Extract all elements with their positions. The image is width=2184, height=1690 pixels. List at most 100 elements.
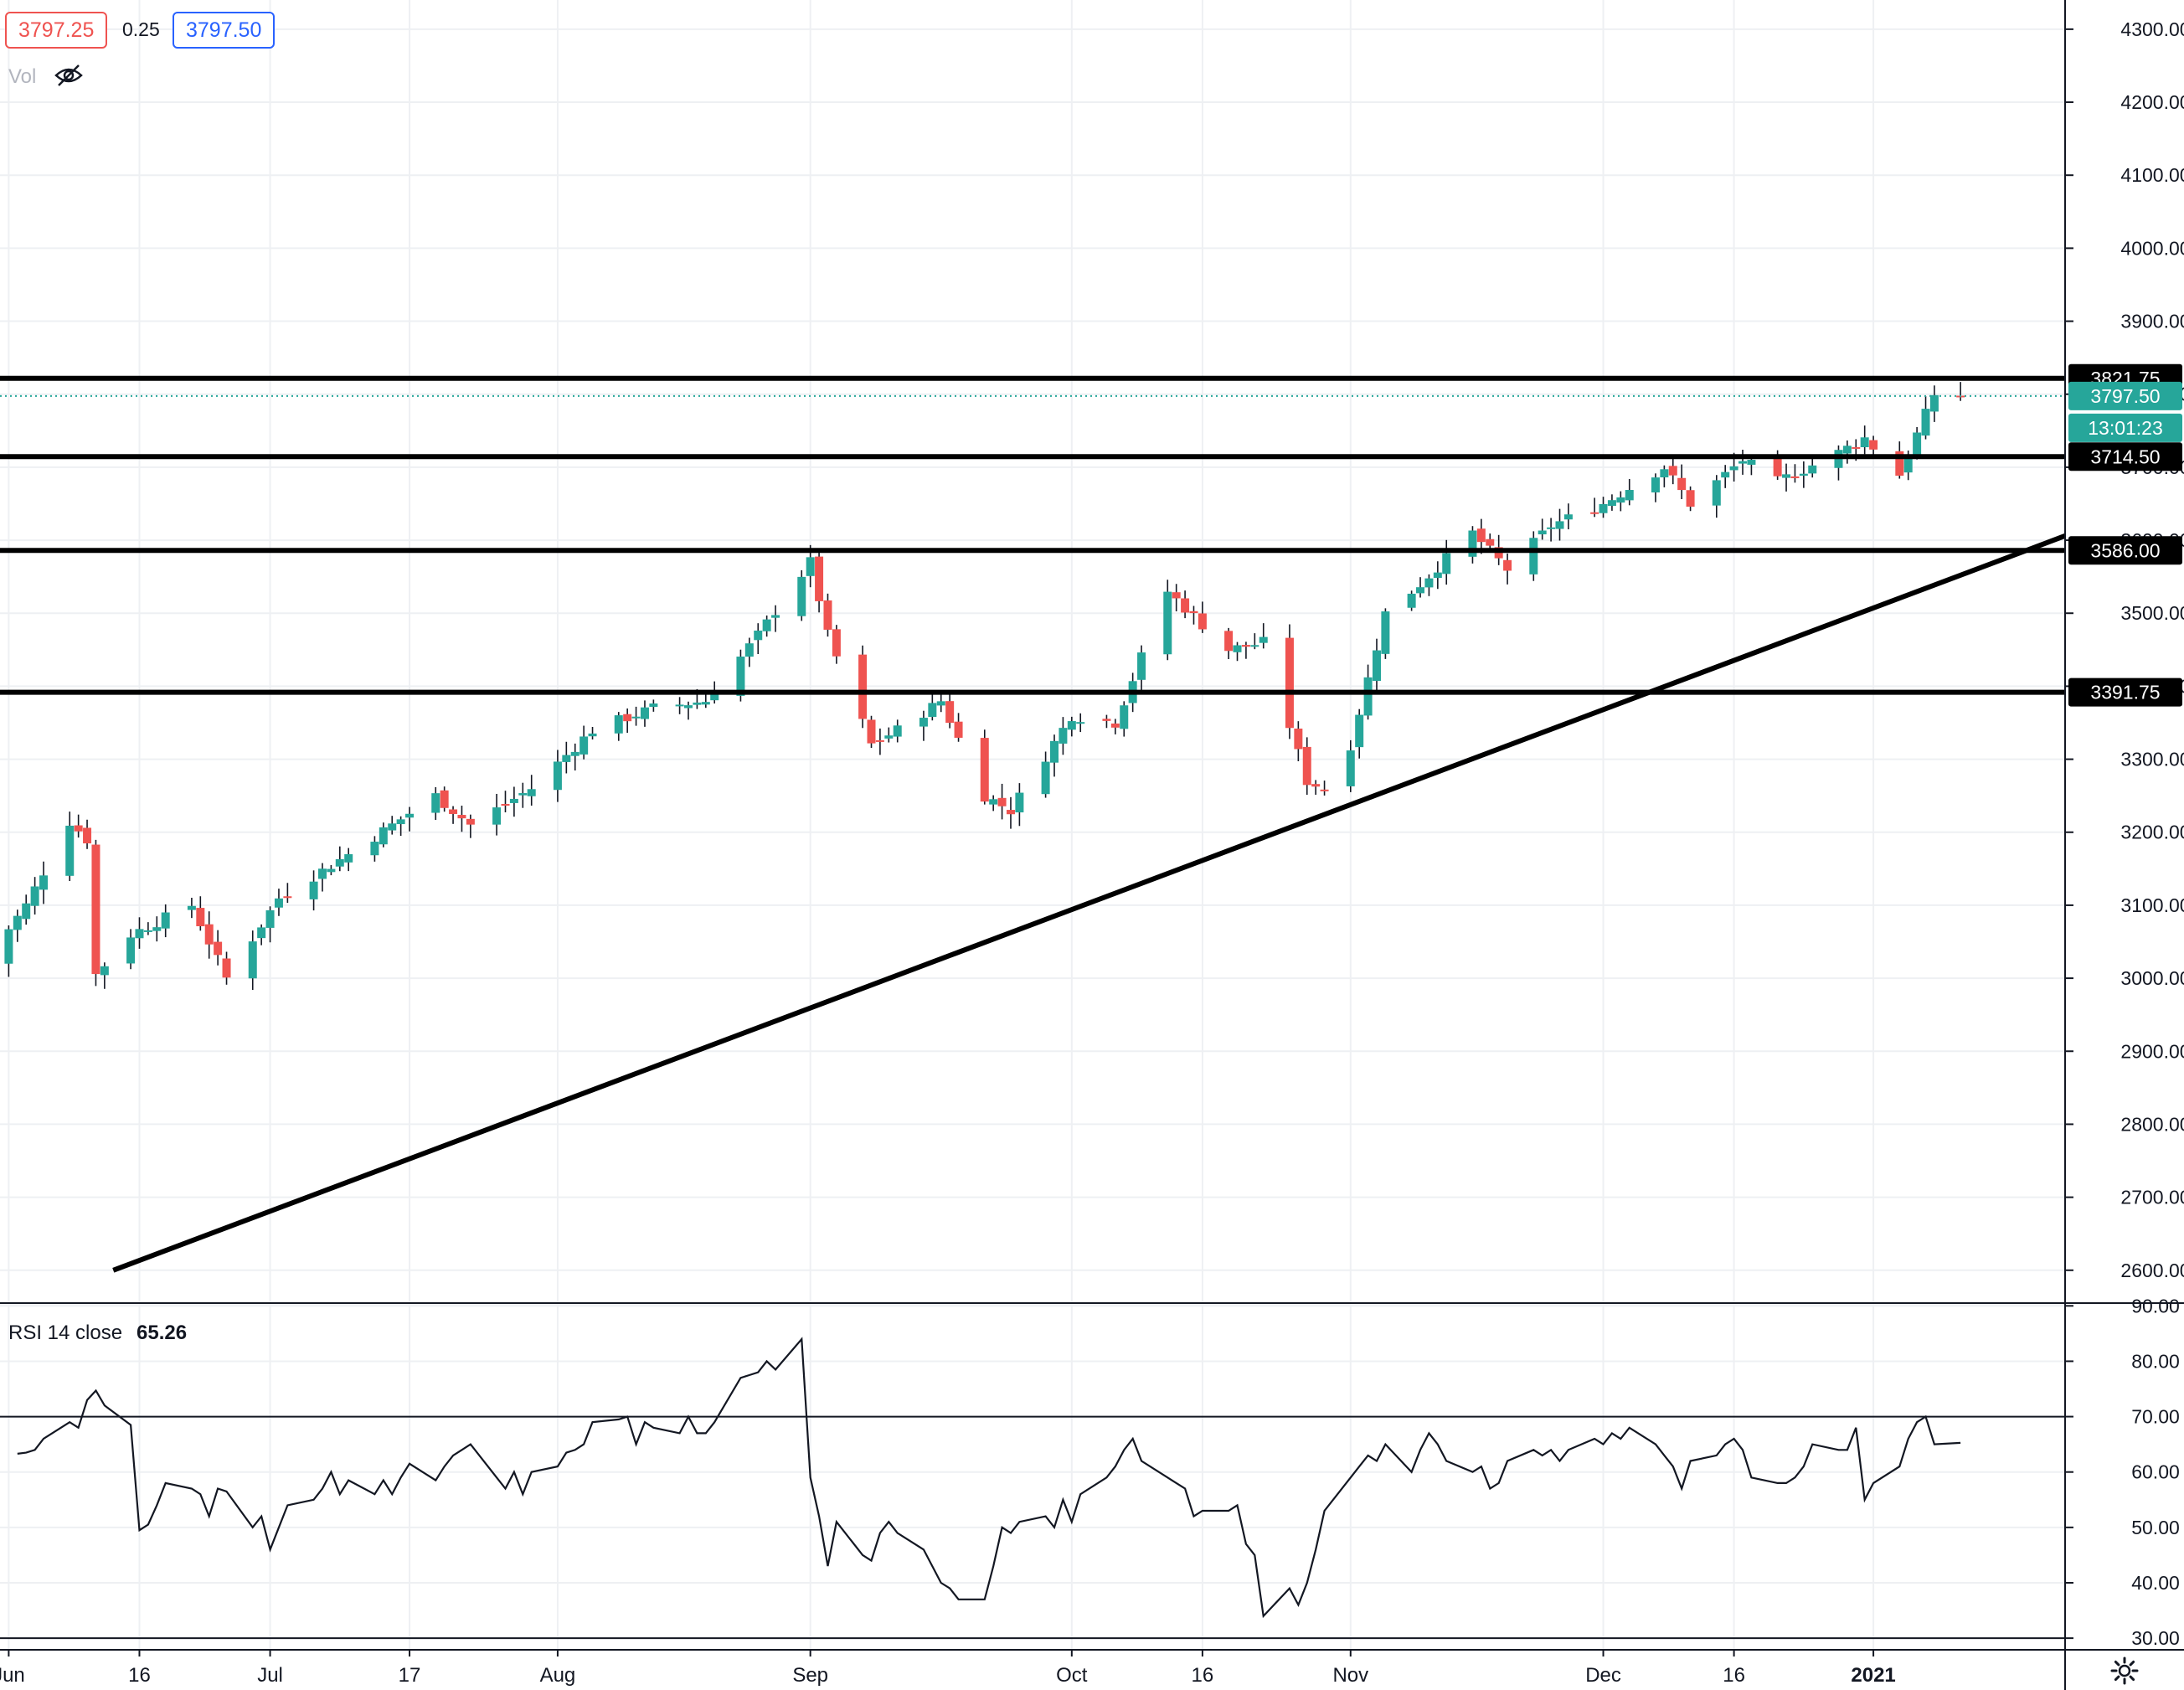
candle [1172, 584, 1181, 612]
y-tick-label: 4300.00 [2120, 18, 2184, 40]
candle [396, 816, 405, 837]
candle [1259, 623, 1268, 649]
candle [640, 700, 649, 727]
x-tick-label: Nov [1332, 1664, 1368, 1687]
candle [1782, 463, 1791, 492]
candle [701, 694, 710, 708]
candle [684, 701, 693, 720]
candle [1050, 734, 1059, 777]
eye-off-icon[interactable] [54, 64, 84, 87]
candle [248, 930, 257, 991]
candle [265, 906, 275, 943]
candle [1555, 508, 1564, 541]
candle [1712, 475, 1721, 518]
level-price-tag: 3391.75 [2068, 678, 2182, 707]
y-tick-label: 3300.00 [2120, 749, 2184, 770]
rsi-indicator-label[interactable]: RSI 14 close [8, 1322, 123, 1344]
candle [100, 962, 109, 989]
candle [4, 925, 13, 977]
candle [39, 861, 49, 904]
ask-price-badge[interactable]: 3797.50 [173, 12, 276, 49]
candle [1110, 719, 1120, 734]
candle [74, 814, 83, 838]
x-tick-label: 16 [128, 1664, 151, 1687]
candle [1320, 781, 1329, 796]
y-tick-label: 3000.00 [2120, 967, 2184, 989]
candle [1834, 445, 1843, 481]
svg-text:3797.50: 3797.50 [2090, 385, 2160, 407]
candle [1059, 717, 1068, 755]
candle [1721, 465, 1730, 488]
candle [22, 894, 31, 925]
svg-text:13:01:23: 13:01:23 [2088, 417, 2163, 439]
candle [143, 922, 152, 935]
candle [327, 864, 336, 876]
candle [1563, 503, 1573, 530]
candle [440, 786, 449, 812]
bid-price-badge[interactable]: 3797.25 [5, 12, 108, 49]
candle [370, 836, 379, 862]
candle [309, 870, 318, 911]
x-tick-label: Jul [257, 1664, 283, 1687]
candle [945, 691, 955, 729]
candle [1198, 601, 1207, 633]
candle [744, 637, 754, 667]
rsi-value: 65.26 [136, 1322, 188, 1344]
x-tick-label: Oct [1056, 1664, 1088, 1687]
candle [1381, 608, 1390, 659]
candle [1442, 539, 1451, 585]
candle [492, 793, 502, 836]
candle [1607, 494, 1616, 511]
x-tick-label: 16 [1192, 1664, 1214, 1687]
gear-icon[interactable] [2110, 1657, 2139, 1685]
candle [1250, 633, 1259, 650]
candle [1799, 461, 1808, 488]
candle [1424, 574, 1434, 596]
candle [1538, 518, 1547, 540]
candle [858, 645, 868, 729]
candle [936, 693, 945, 713]
candle [1660, 465, 1669, 487]
rsi-tick-label: 90.00 [2131, 1295, 2180, 1316]
candle [283, 883, 292, 904]
candle [762, 615, 771, 637]
candle [614, 712, 623, 741]
candle [1677, 464, 1687, 499]
candle [1529, 531, 1538, 581]
rsi-tick-label: 60.00 [2131, 1461, 2180, 1483]
candle [379, 822, 388, 848]
candle [562, 741, 571, 774]
x-tick-label: Dec [1585, 1664, 1621, 1687]
candle [91, 839, 100, 987]
y-tick-label: 4100.00 [2120, 164, 2184, 186]
candle [1590, 497, 1599, 518]
candle [65, 812, 75, 881]
svg-text:3714.50: 3714.50 [2090, 446, 2160, 467]
candle [317, 863, 327, 892]
candle [1616, 491, 1625, 512]
candle [1842, 440, 1852, 464]
candle [649, 699, 658, 712]
volume-indicator-label[interactable]: Vol [8, 65, 37, 88]
candle [152, 916, 162, 942]
candle [893, 719, 902, 743]
level-price-tag: 3586.00 [2068, 536, 2182, 565]
candle [797, 569, 806, 621]
candle [274, 889, 283, 916]
candle [832, 625, 841, 664]
candle [1625, 478, 1634, 506]
gridlines [0, 0, 2065, 1650]
candle [754, 623, 763, 654]
y-tick-label: 2900.00 [2120, 1040, 2184, 1062]
x-tick-label: Sep [792, 1664, 828, 1687]
y-tick-label: 4200.00 [2120, 91, 2184, 113]
candle [1241, 641, 1250, 659]
candles [4, 382, 1965, 991]
candle [135, 917, 144, 949]
candle [1668, 458, 1677, 485]
price-axis: 4300.004200.004100.004000.003900.003800.… [2065, 18, 2184, 1649]
candle [1137, 645, 1146, 692]
candle [623, 708, 632, 733]
candle [187, 897, 196, 919]
